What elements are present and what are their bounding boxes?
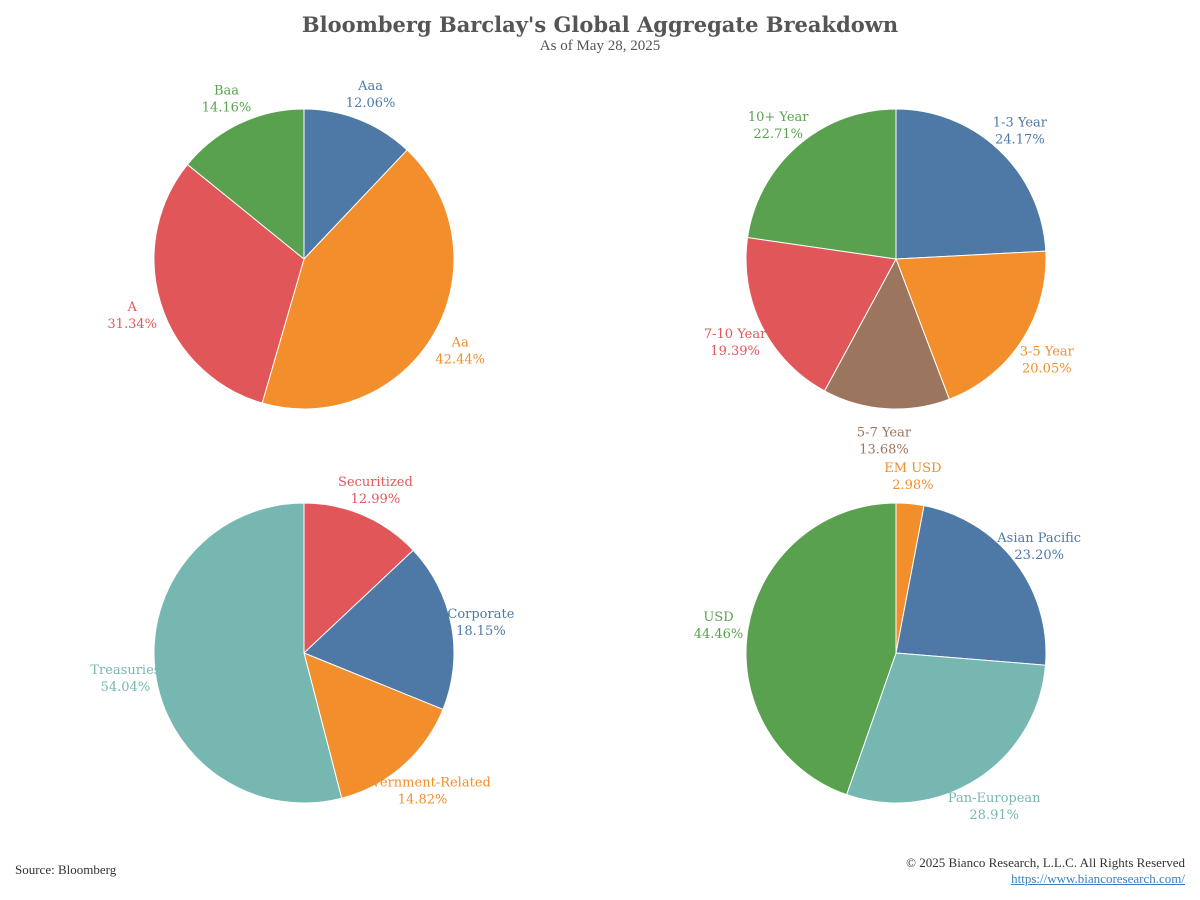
pie-slice bbox=[153, 163, 305, 404]
pie-slice bbox=[261, 149, 455, 410]
slice-label-value: 42.44% bbox=[435, 353, 485, 368]
slice-label-value: 14.16% bbox=[202, 101, 252, 116]
slice-label-value: 24.17% bbox=[995, 132, 1045, 147]
slice-label: USD 44.46% bbox=[694, 610, 744, 642]
slice-label-name: 10+ Year bbox=[748, 110, 809, 125]
slice-label: EM USD 2.98% bbox=[884, 461, 941, 493]
pie-slice bbox=[303, 549, 455, 711]
slice-label-name: Treasuries bbox=[90, 663, 160, 678]
slice-label-value: 13.68% bbox=[859, 443, 909, 458]
slice-label: Treasuries 54.04% bbox=[90, 663, 160, 695]
slice-label-value: 23.20% bbox=[1014, 548, 1064, 563]
slice-label-name: Corporate bbox=[447, 607, 514, 622]
pie-slice bbox=[895, 505, 1047, 666]
pie-slice bbox=[745, 236, 897, 392]
slice-label: 3-5 Year 20.05% bbox=[1020, 344, 1075, 376]
pie-chart-2: 1-3 Year 24.17% 3-5 Year 20.05% 5-7 Year 13.6… bbox=[704, 108, 1075, 458]
slice-label: 1-3 Year 24.17% bbox=[993, 115, 1048, 147]
pie-slice bbox=[745, 502, 897, 796]
slice-label: A 31.34% bbox=[107, 300, 157, 332]
slice-label-name: Government-Related bbox=[354, 775, 490, 790]
pie-slice bbox=[303, 108, 408, 261]
pie-slice bbox=[303, 502, 414, 655]
slice-label-name: Aaa bbox=[357, 79, 383, 94]
slice-label-name: Asian Pacific bbox=[996, 531, 1081, 546]
slice-label-name: 3-5 Year bbox=[1020, 344, 1075, 359]
slice-label-name: 5-7 Year bbox=[857, 426, 912, 441]
pie-slice bbox=[895, 250, 1047, 400]
pie-slice bbox=[845, 652, 1047, 804]
slice-label: Securitized 12.99% bbox=[338, 475, 413, 507]
slice-label-value: 19.39% bbox=[710, 344, 760, 359]
pie-slice bbox=[746, 108, 897, 260]
slice-label-value: 28.91% bbox=[969, 808, 1019, 823]
slice-label-value: 54.04% bbox=[101, 680, 151, 695]
copyright-text: © 2025 Bianco Research, L.L.C. All Right… bbox=[906, 855, 1185, 870]
slice-label-name: Aa bbox=[451, 336, 469, 351]
website-link[interactable]: https://www.biancoresearch.com/ bbox=[1011, 871, 1185, 886]
slice-label-name: EM USD bbox=[884, 461, 941, 476]
slice-label: Government-Related 14.82% bbox=[354, 775, 490, 807]
slice-label-value: 12.06% bbox=[346, 96, 396, 111]
chart-title: Bloomberg Barclay's Global Aggregate Bre… bbox=[301, 12, 899, 37]
slice-label-value: 44.46% bbox=[694, 627, 744, 642]
chart-subtitle: As of May 28, 2025 bbox=[539, 38, 661, 54]
slice-label-name: Pan-European bbox=[948, 791, 1041, 806]
pie-slice bbox=[823, 257, 950, 410]
slice-label-name: Baa bbox=[214, 84, 239, 99]
slice-label-name: 7-10 Year bbox=[704, 327, 767, 342]
slice-label-value: 2.98% bbox=[892, 478, 933, 493]
slice-label: Aaa 12.06% bbox=[346, 79, 396, 111]
slice-label: 5-7 Year 13.68% bbox=[857, 426, 912, 458]
slice-label-value: 12.99% bbox=[351, 492, 401, 507]
pie-slice bbox=[895, 108, 1047, 260]
slice-label: 7-10 Year 19.39% bbox=[704, 327, 767, 359]
slice-label: Aa 42.44% bbox=[435, 336, 485, 368]
pie-chart-1: Aaa 12.06% Aa 42.44% A 31.34% Baa 14.16% bbox=[107, 79, 485, 410]
pie-slice bbox=[303, 652, 444, 799]
slice-label-value: 18.15% bbox=[456, 624, 506, 639]
slice-label-value: 22.71% bbox=[753, 127, 803, 142]
pie-chart-3: Securitized 12.99% Corporate 18.15% Governme… bbox=[90, 475, 514, 808]
slice-label: Pan-European 28.91% bbox=[948, 791, 1041, 823]
slice-label: Corporate 18.15% bbox=[447, 607, 514, 639]
pie-chart-4: EM USD 2.98% Asian Pacific 23.20% Pan-Europe… bbox=[694, 461, 1081, 823]
slice-label-value: 20.05% bbox=[1022, 361, 1072, 376]
slice-label-value: 31.34% bbox=[107, 317, 157, 332]
copyright-block: © 2025 Bianco Research, L.L.C. All Right… bbox=[906, 855, 1185, 887]
slice-label: 10+ Year 22.71% bbox=[748, 110, 809, 142]
pie-slice bbox=[153, 502, 343, 804]
slice-label-name: 1-3 Year bbox=[993, 115, 1048, 130]
slice-label-name: USD bbox=[703, 610, 733, 625]
source-note: Source: Bloomberg bbox=[15, 862, 117, 877]
slice-label: Asian Pacific 23.20% bbox=[996, 531, 1081, 563]
slice-label: Baa 14.16% bbox=[202, 84, 252, 116]
slice-label-name: Securitized bbox=[338, 475, 413, 490]
pie-slice bbox=[186, 108, 305, 261]
slice-label-name: A bbox=[127, 300, 138, 315]
slice-label-value: 14.82% bbox=[398, 792, 448, 807]
